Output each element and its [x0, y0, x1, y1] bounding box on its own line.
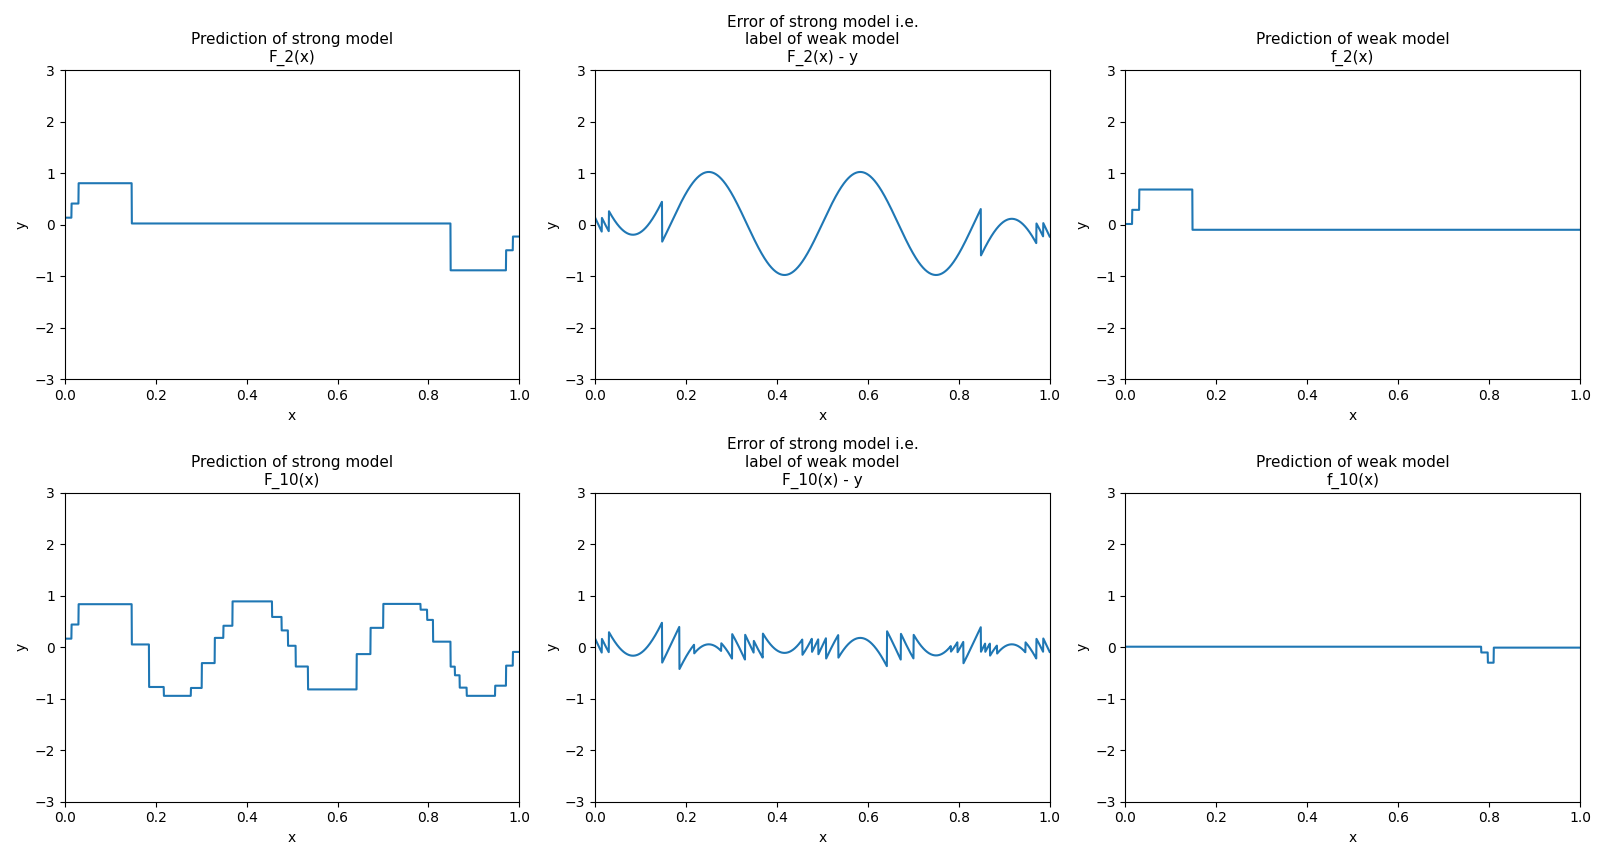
Y-axis label: y: y	[546, 643, 559, 651]
X-axis label: x: x	[819, 831, 827, 845]
X-axis label: x: x	[1348, 831, 1356, 845]
Y-axis label: y: y	[1075, 220, 1088, 229]
X-axis label: x: x	[287, 408, 295, 422]
X-axis label: x: x	[1348, 408, 1356, 422]
Title: Prediction of weak model
f_10(x): Prediction of weak model f_10(x)	[1255, 455, 1449, 488]
Y-axis label: y: y	[14, 643, 29, 651]
Title: Error of strong model i.e.
label of weak model
F_2(x) - y: Error of strong model i.e. label of weak…	[725, 15, 918, 66]
Title: Prediction of strong model
F_10(x): Prediction of strong model F_10(x)	[191, 455, 393, 488]
Title: Prediction of weak model
f_2(x): Prediction of weak model f_2(x)	[1255, 33, 1449, 66]
X-axis label: x: x	[287, 831, 295, 845]
Y-axis label: y: y	[546, 220, 559, 229]
Title: Error of strong model i.e.
label of weak model
F_10(x) - y: Error of strong model i.e. label of weak…	[725, 438, 918, 488]
Y-axis label: y: y	[1075, 643, 1088, 651]
Y-axis label: y: y	[14, 220, 29, 229]
Title: Prediction of strong model
F_2(x): Prediction of strong model F_2(x)	[191, 33, 393, 66]
X-axis label: x: x	[819, 408, 827, 422]
